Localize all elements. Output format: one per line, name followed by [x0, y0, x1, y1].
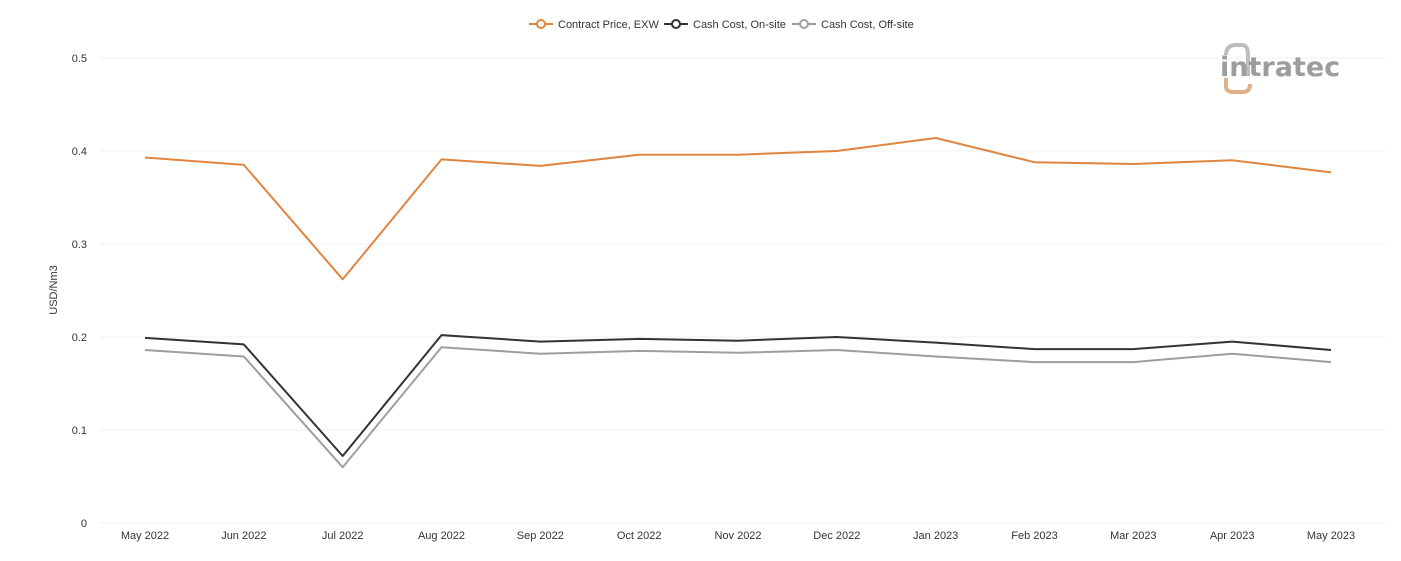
x-tick-label: Dec 2022	[813, 530, 860, 542]
legend-item-2: Cash Cost, Off-site	[792, 19, 914, 31]
series-lines	[144, 137, 1332, 469]
legend-label: Contract Price, EXW	[558, 19, 659, 31]
legend-item-0: Contract Price, EXW	[529, 19, 659, 31]
grid-lines	[100, 57, 1385, 524]
x-tick-labels: May 2022 Jun 2022 Jul 2022 Aug 2022 Sep 2022…	[121, 530, 1355, 542]
x-tick-label: Jan 2023	[913, 530, 958, 542]
legend-marker-icon	[671, 19, 681, 29]
x-tick-label: Mar 2023	[1110, 530, 1156, 542]
x-tick-label: Feb 2023	[1011, 530, 1057, 542]
series-line-2	[144, 346, 1332, 469]
x-tick-label: Oct 2022	[617, 530, 662, 542]
x-tick-label: Jul 2022	[322, 530, 364, 542]
logo-hook-icon	[1224, 78, 1252, 94]
x-tick-label: May 2023	[1307, 530, 1355, 542]
x-tick-label: Sep 2022	[517, 530, 564, 542]
legend-marker-icon	[536, 19, 546, 29]
series-line-0	[144, 137, 1332, 281]
intratec-logo: intratec	[1220, 43, 1340, 94]
x-tick-label: Jun 2022	[221, 530, 266, 542]
y-tick-label: 0.4	[72, 146, 87, 158]
y-tick-labels: 0 0.1 0.2 0.3 0.4 0.5	[72, 53, 87, 530]
x-tick-label: Nov 2022	[714, 530, 761, 542]
y-tick-label: 0.5	[72, 53, 87, 65]
logo-wordmark: intratec	[1220, 52, 1340, 83]
legend-marker-icon	[799, 19, 809, 29]
legend-label: Cash Cost, Off-site	[821, 19, 914, 31]
y-tick-label: 0.2	[72, 332, 87, 344]
legend-item-1: Cash Cost, On-site	[664, 19, 786, 31]
x-tick-label: Aug 2022	[418, 530, 465, 542]
y-tick-label: 0	[81, 518, 87, 530]
legend: Contract Price, EXW Cash Cost, On-site Cas…	[529, 19, 914, 31]
y-tick-label: 0.1	[72, 425, 87, 437]
logo-arch-icon	[1224, 43, 1250, 76]
series-line-1	[144, 334, 1332, 457]
x-tick-label: Apr 2023	[1210, 530, 1255, 542]
legend-label: Cash Cost, On-site	[693, 19, 786, 31]
y-axis-title: USD/Nm3	[48, 265, 60, 315]
y-tick-label: 0.3	[72, 239, 87, 251]
x-tick-label: May 2022	[121, 530, 169, 542]
